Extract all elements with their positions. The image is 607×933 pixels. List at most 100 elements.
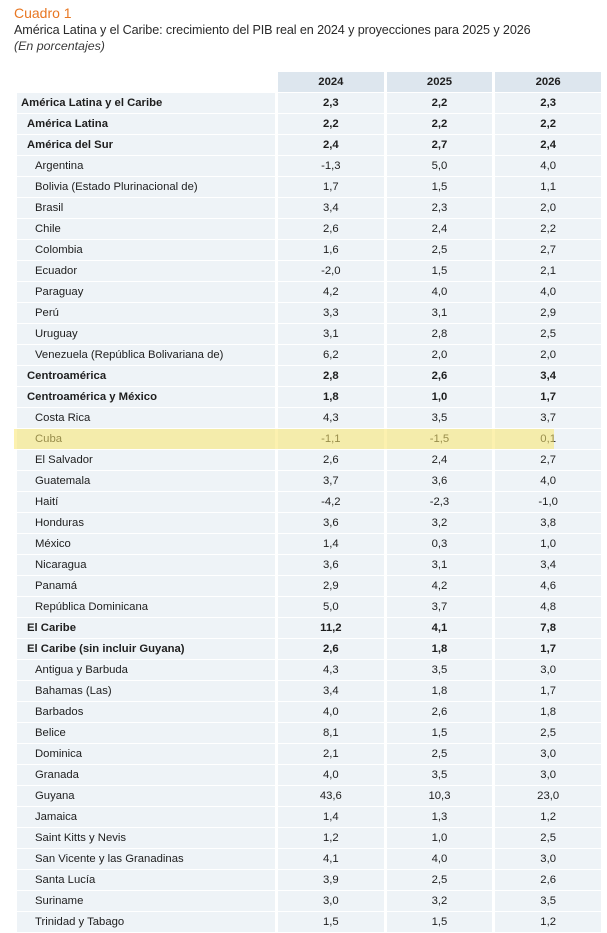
column-header-blank [17,72,276,93]
cell-2026: 4,8 [495,597,601,618]
table-row: Panamá 2,9 4,2 4,6 [17,576,601,597]
cell-2026: 2,5 [495,324,601,345]
table-row: Jamaica 1,4 1,3 1,2 [17,807,601,828]
cell-2025: 3,1 [386,303,493,324]
cell-2025: 2,6 [386,366,493,387]
cell-2025: 2,6 [386,702,493,723]
cell-2025: 10,3 [386,786,493,807]
cell-2026: 4,6 [495,576,601,597]
cell-2024: 5,0 [278,597,384,618]
cell-2026: 4,0 [495,156,601,177]
row-label: Venezuela (República Bolivariana de) [17,345,276,366]
cell-2024: 6,2 [278,345,384,366]
cell-2026: 2,0 [495,198,601,219]
cell-2026: 1,2 [495,912,601,933]
table-row: Santa Lucía 3,9 2,5 2,6 [17,870,601,891]
cell-2025: 1,5 [386,723,493,744]
table-row: República Dominicana 5,0 3,7 4,8 [17,597,601,618]
cell-2026: 0,1 [495,429,601,450]
cell-2024: -2,0 [278,261,384,282]
cell-2024: 2,9 [278,576,384,597]
cell-2026: 2,5 [495,723,601,744]
cell-2024: 3,3 [278,303,384,324]
cell-2024: 11,2 [278,618,384,639]
cell-2026: 3,4 [495,555,601,576]
cell-2025: 1,5 [386,177,493,198]
table-row: América Latina y el Caribe 2,3 2,2 2,3 [17,93,601,114]
cell-2026: 2,4 [495,135,601,156]
row-label: México [17,534,276,555]
row-label: San Vicente y las Granadinas [17,849,276,870]
cell-2026: 1,7 [495,681,601,702]
cell-2024: 4,3 [278,408,384,429]
row-label: Argentina [17,156,276,177]
row-label: Brasil [17,198,276,219]
table-row: Haití -4,2 -2,3 -1,0 [17,492,601,513]
cell-2026: 3,7 [495,408,601,429]
cell-2025: 2,5 [386,870,493,891]
document-page: Cuadro 1 América Latina y el Caribe: cre… [14,5,601,933]
cell-2026: 2,3 [495,93,601,114]
cell-2026: 1,7 [495,387,601,408]
cell-2024: 8,1 [278,723,384,744]
table-row: Belice 8,1 1,5 2,5 [17,723,601,744]
table-row: Ecuador -2,0 1,5 2,1 [17,261,601,282]
column-header-2025: 2025 [386,72,493,93]
cell-2024: 2,2 [278,114,384,135]
table-row: Trinidad y Tabago 1,5 1,5 1,2 [17,912,601,933]
cell-2025: 2,4 [386,219,493,240]
row-label: Dominica [17,744,276,765]
table-row: San Vicente y las Granadinas 4,1 4,0 3,0 [17,849,601,870]
cell-2026: 2,1 [495,261,601,282]
row-label: Panamá [17,576,276,597]
cell-2024: -1,3 [278,156,384,177]
cell-2026: 3,0 [495,660,601,681]
cell-2024: 1,2 [278,828,384,849]
cell-2025: 2,5 [386,744,493,765]
cell-2024: 4,0 [278,765,384,786]
table-row: Antigua y Barbuda 4,3 3,5 3,0 [17,660,601,681]
cell-2024: 1,7 [278,177,384,198]
table-row: Centroamérica 2,8 2,6 3,4 [17,366,601,387]
cell-2026: 1,0 [495,534,601,555]
cell-2024: 1,4 [278,534,384,555]
cell-2025: 3,2 [386,513,493,534]
row-label: Bolivia (Estado Plurinacional de) [17,177,276,198]
table-row: Dominica 2,1 2,5 3,0 [17,744,601,765]
row-label: América Latina y el Caribe [17,93,276,114]
cell-2024: 2,4 [278,135,384,156]
row-label: Ecuador [17,261,276,282]
cell-2025: 0,3 [386,534,493,555]
table-row: Bahamas (Las) 3,4 1,8 1,7 [17,681,601,702]
table-row: México 1,4 0,3 1,0 [17,534,601,555]
cell-2025: 1,8 [386,681,493,702]
table-row: El Caribe (sin incluir Guyana) 2,6 1,8 1,7 [17,639,601,660]
cell-2026: 4,0 [495,282,601,303]
row-label: El Caribe (sin incluir Guyana) [17,639,276,660]
cell-2024: 4,1 [278,849,384,870]
column-header-2024: 2024 [278,72,384,93]
table-row: Guatemala 3,7 3,6 4,0 [17,471,601,492]
cell-2025: 1,8 [386,639,493,660]
cell-2024: 2,6 [278,219,384,240]
column-header-row: 2024 2025 2026 [17,72,601,93]
cell-2026: 2,2 [495,219,601,240]
cell-2024: 2,3 [278,93,384,114]
table-row: Costa Rica 4,3 3,5 3,7 [17,408,601,429]
row-label: Honduras [17,513,276,534]
row-label: República Dominicana [17,597,276,618]
cell-2025: -2,3 [386,492,493,513]
cell-2025: 1,3 [386,807,493,828]
cell-2024: 2,8 [278,366,384,387]
cell-2026: 3,0 [495,744,601,765]
cell-2024: 4,0 [278,702,384,723]
cell-2025: 4,2 [386,576,493,597]
table-label: Cuadro 1 [14,5,72,21]
cell-2026: 2,2 [495,114,601,135]
cell-2026: 2,7 [495,450,601,471]
row-label: El Salvador [17,450,276,471]
cell-2024: 3,0 [278,891,384,912]
row-label: Cuba [17,429,276,450]
table-body: América Latina y el Caribe 2,3 2,2 2,3 Améri… [17,93,601,933]
cell-2024: 1,4 [278,807,384,828]
